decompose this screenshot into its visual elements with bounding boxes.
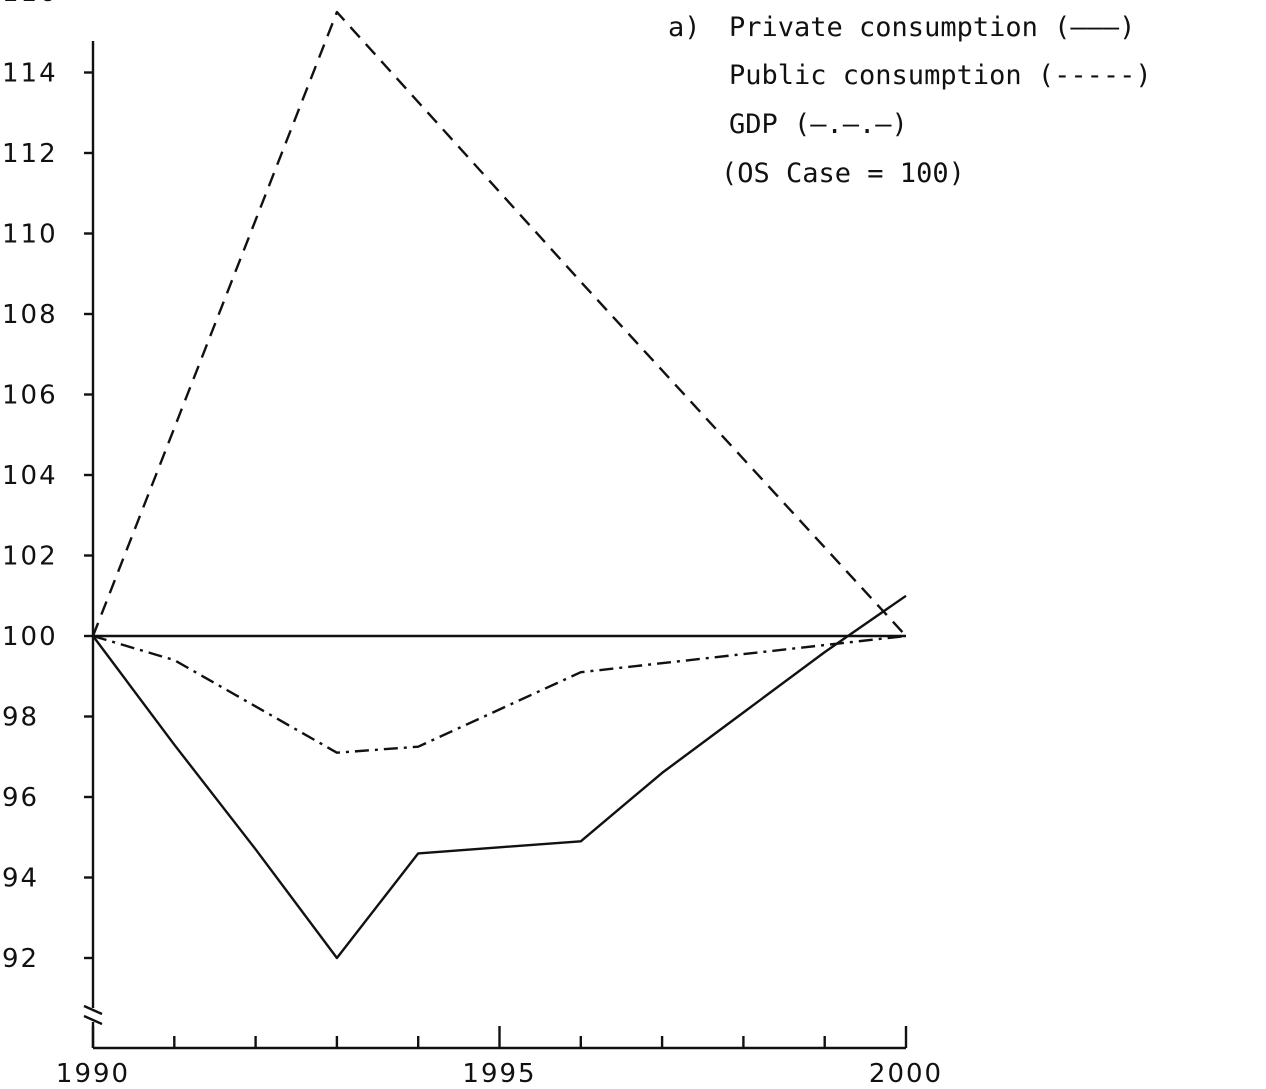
y-tick-label: 108 [2, 300, 58, 330]
y-tick-label: 106 [2, 381, 58, 411]
x-tick-label: 1990 [56, 1059, 130, 1089]
y-tick-label: 100 [2, 622, 58, 652]
y-tick-label: 102 [2, 542, 58, 572]
y-tick-label: 92 [2, 944, 39, 974]
x-tick-label: 1995 [462, 1059, 536, 1089]
y-tick-label: 114 [2, 59, 58, 89]
legend-base-note: (OS Case = 100) [721, 158, 965, 189]
legend-public-consumption: Public consumption (-----) [729, 60, 1152, 91]
y-tick-label: 98 [2, 703, 39, 733]
series-private-consumption [92, 594, 907, 960]
series-public-consumption [91, 10, 907, 637]
series-gdp [92, 634, 907, 754]
y-tick-label: 112 [2, 139, 58, 169]
panel-label: a) [668, 12, 701, 43]
y-axis-break [83, 1004, 103, 1026]
series-group [91, 10, 907, 960]
axes [83, 41, 906, 1050]
y-tick-label: 94 [2, 864, 39, 894]
y-tick-label: 104 [2, 461, 58, 491]
legend-gdp: GDP (–.–.–) [729, 109, 908, 140]
x-ticks: 1990 1995 2000 [56, 1026, 943, 1089]
legend-private-consumption: Private consumption (———) [729, 12, 1135, 43]
y-tick-label: 116 [2, 0, 58, 8]
y-tick-label: 110 [2, 220, 58, 250]
y-tick-label: 96 [2, 783, 39, 813]
x-tick-label: 2000 [869, 1059, 943, 1089]
legend: a) Private consumption (———) Public cons… [668, 12, 1152, 189]
y-ticks: 116 114 112 110 108 106 104 102 100 98 96 94 92 [2, 0, 93, 974]
